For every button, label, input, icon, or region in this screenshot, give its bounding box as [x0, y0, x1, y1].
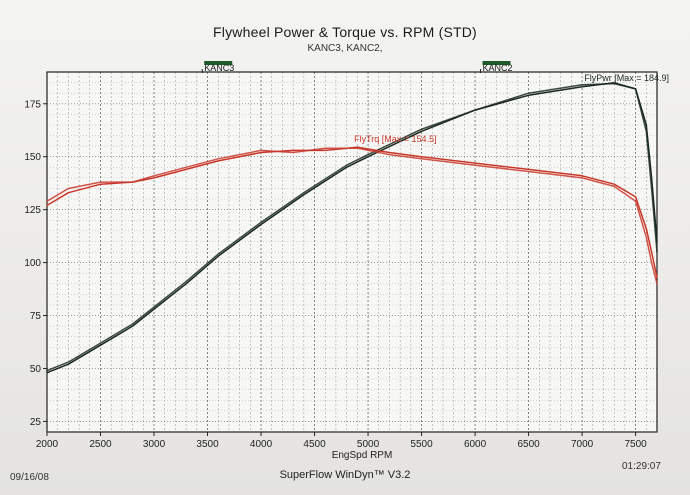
run-marker-label: KANC2 — [482, 63, 512, 73]
run-marker-flag — [204, 61, 233, 65]
x-tick-label: 5000 — [357, 439, 380, 450]
y-tick-label: 50 — [30, 364, 42, 375]
x-tick-label: 2500 — [89, 439, 112, 450]
y-tick-label: 100 — [24, 258, 41, 269]
flypwr-annotation: FlyPwr [Max = 184.9] — [584, 73, 669, 83]
series-line-flypwr-run-2 — [46, 82, 658, 372]
x-tick-label: 3500 — [196, 439, 219, 450]
x-tick-label: 5500 — [410, 439, 433, 450]
footer-time: 01:29:07 — [622, 461, 661, 472]
y-tick-label: 25 — [30, 417, 42, 428]
run-marker-flag — [482, 61, 511, 65]
x-tick-label: 4000 — [250, 439, 273, 450]
plot-area — [47, 72, 657, 432]
x-tick-label: 7500 — [624, 439, 647, 450]
x-tick-label: 3000 — [143, 439, 166, 450]
x-tick-label: 2000 — [36, 439, 59, 450]
x-axis-title: EngSpd RPM — [332, 450, 393, 461]
flytrq-annotation: FlyTrq [Max = 154.5] — [354, 134, 436, 144]
series-line-flytrq-run-2 — [46, 147, 658, 285]
x-tick-label: 7000 — [571, 439, 594, 450]
chart-subtitle: KANC3, KANC2, — [307, 43, 383, 54]
y-tick-label: 175 — [24, 99, 41, 110]
y-tick-label: 75 — [30, 311, 42, 322]
chart-title: Flywheel Power & Torque vs. RPM (STD) — [213, 24, 477, 40]
footer-app-name: SuperFlow WinDyn™ V3.2 — [279, 469, 411, 481]
x-tick-label: 6000 — [464, 439, 487, 450]
run-marker-label: KANC3 — [204, 63, 234, 73]
y-tick-label: 150 — [24, 152, 41, 163]
y-tick-label: 125 — [24, 205, 41, 216]
x-tick-label: 4500 — [303, 439, 326, 450]
x-tick-label: 6500 — [517, 439, 540, 450]
footer-date: 09/16/08 — [10, 472, 49, 483]
